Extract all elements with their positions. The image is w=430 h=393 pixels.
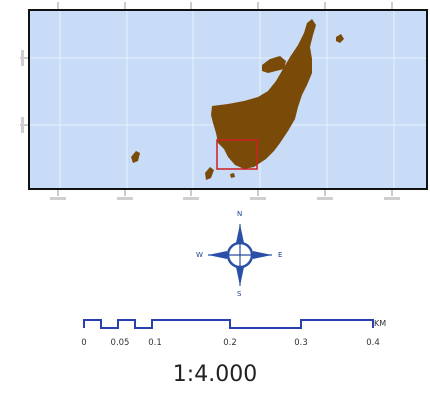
compass-east-pointer — [253, 251, 272, 259]
compass-north-pointer — [236, 224, 244, 243]
compass-west-pointer — [208, 251, 227, 259]
overview-map[interactable] — [28, 9, 428, 190]
main-island — [211, 19, 316, 169]
scale-label-0-4: 0.4 — [366, 338, 380, 348]
scale-unit-label: KM — [374, 319, 387, 328]
map-extent-indicator — [216, 139, 258, 170]
land-masses — [131, 19, 344, 180]
compass-south-pointer — [236, 267, 244, 286]
compass-east-label: E — [278, 251, 283, 259]
water-area — [30, 11, 426, 188]
compass-north-label: N — [237, 210, 243, 218]
northern-islet — [262, 56, 286, 73]
east-islet — [336, 34, 344, 43]
north-arrow: N S E W — [190, 210, 290, 302]
scale-label-0: 0 — [81, 338, 87, 348]
scale-label-0-3: 0.3 — [294, 338, 308, 348]
scale-bar-graphic — [83, 319, 374, 329]
compass-icon — [208, 224, 272, 286]
scale-bar: 0 0.05 0.1 0.2 0.3 0.4 KM — [78, 314, 398, 354]
scale-bar-segments — [83, 319, 374, 329]
scale-label-0-1: 0.1 — [148, 338, 162, 348]
compass-west-label: W — [196, 251, 203, 259]
scale-label-0-05: 0.05 — [110, 338, 130, 348]
south-islet — [205, 167, 214, 180]
map-canvas — [30, 11, 426, 188]
west-islet — [131, 151, 140, 163]
tiny-islet — [230, 173, 235, 178]
compass-south-label: S — [237, 290, 242, 298]
scale-ratio: 1:4.000 — [172, 362, 258, 387]
scale-label-0-2: 0.2 — [223, 338, 237, 348]
